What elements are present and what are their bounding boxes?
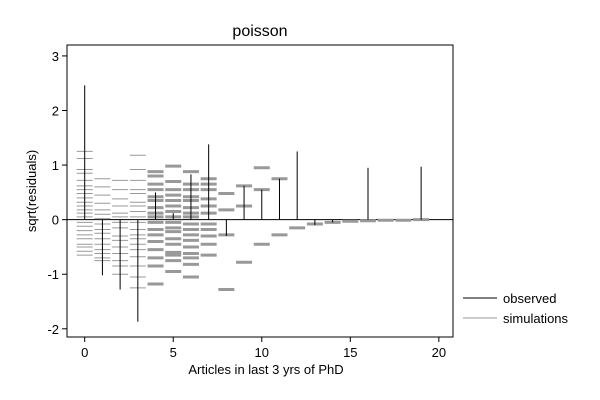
y-tick-label: 1	[52, 158, 59, 173]
x-tick-label: 20	[432, 345, 446, 360]
legend-simulations-label: simulations	[503, 311, 569, 326]
y-tick-label: 2	[52, 103, 59, 118]
legend: observed simulations	[463, 291, 569, 326]
x-tick-label: 10	[255, 345, 269, 360]
y-axis-label: sqrt(residuals)	[24, 150, 39, 232]
x-tick-label: 0	[81, 345, 88, 360]
x-axis-label: Articles in last 3 yrs of PhD	[188, 362, 343, 377]
y-tick-label: 0	[52, 213, 59, 228]
plot-area: 0 5 10 15 20 -2 -1 0 1 2 3	[47, 44, 454, 360]
x-tick-label: 5	[170, 345, 177, 360]
legend-observed-label: observed	[503, 291, 556, 306]
chart-title: poisson	[232, 23, 287, 40]
x-tick-label: 15	[343, 345, 357, 360]
plot-frame	[66, 44, 454, 338]
y-tick-label: 3	[52, 49, 59, 64]
y-tick-label: -2	[47, 322, 59, 337]
y-tick-label: -1	[47, 267, 59, 282]
